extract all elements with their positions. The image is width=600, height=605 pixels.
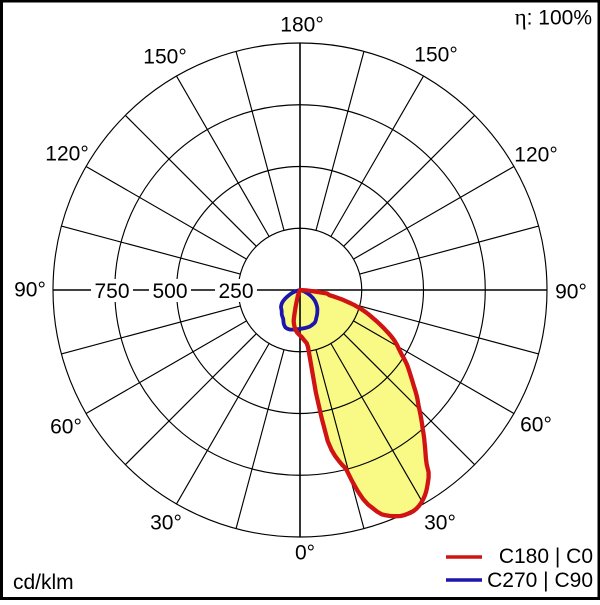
svg-text:30°: 30° — [424, 512, 456, 535]
svg-text:250: 250 — [218, 280, 253, 303]
svg-text:90°: 90° — [555, 281, 587, 304]
svg-text:150°: 150° — [414, 44, 457, 67]
svg-text:150°: 150° — [143, 46, 186, 69]
svg-text:180°: 180° — [280, 14, 323, 37]
svg-text:60°: 60° — [50, 416, 82, 439]
svg-text:750: 750 — [94, 280, 129, 303]
svg-text:90°: 90° — [14, 279, 46, 302]
svg-text:η: 100%: η: 100% — [515, 5, 592, 30]
svg-text:C180 | C0: C180 | C0 — [499, 545, 593, 568]
svg-text:500: 500 — [152, 280, 187, 303]
svg-text:cd/klm: cd/klm — [13, 571, 74, 594]
svg-text:30°: 30° — [150, 512, 182, 535]
svg-text:60°: 60° — [520, 414, 552, 437]
svg-text:120°: 120° — [45, 143, 88, 166]
svg-text:120°: 120° — [514, 144, 557, 167]
svg-text:C270 | C90: C270 | C90 — [487, 569, 593, 592]
svg-text:0°: 0° — [295, 542, 315, 565]
